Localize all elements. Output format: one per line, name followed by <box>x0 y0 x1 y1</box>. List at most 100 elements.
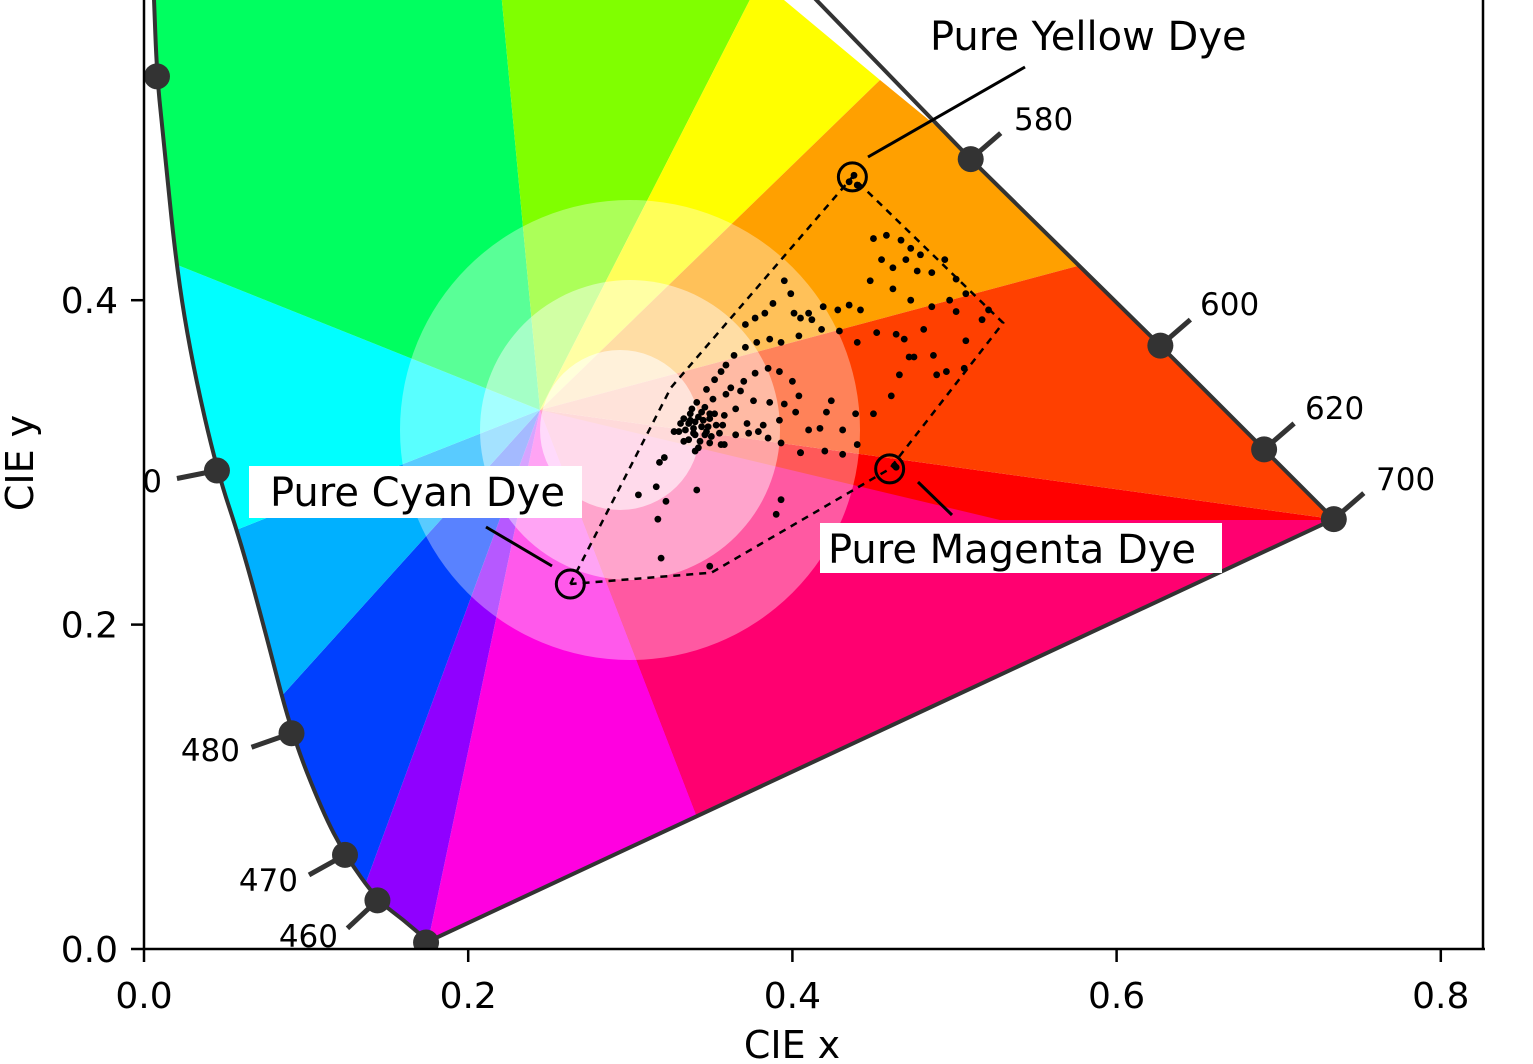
sample-point-147 <box>852 410 860 418</box>
wavelength-marker-9 <box>413 929 440 949</box>
sample-point-6 <box>907 244 915 252</box>
dye-circle-2 <box>874 453 906 485</box>
sample-point-9 <box>902 256 910 264</box>
sample-point-48 <box>962 337 970 345</box>
y-tick-label-2: 0.4 <box>61 281 118 322</box>
sample-point-46 <box>978 316 986 324</box>
sample-point-70 <box>737 387 744 395</box>
fill-cyan-wedge <box>153 250 540 560</box>
y-axis-ticks: 0.0 0.2 0.4 <box>61 281 144 971</box>
sample-point-1 <box>850 171 858 179</box>
sample-point-95 <box>706 439 714 447</box>
sample-point-68 <box>766 398 774 406</box>
cyan-dye-leader-line <box>485 525 553 568</box>
sample-point-146 <box>827 397 835 405</box>
sample-point-74 <box>706 410 714 418</box>
sample-point-59 <box>711 376 718 384</box>
sample-point-25 <box>808 316 816 324</box>
sample-point-39 <box>818 325 825 333</box>
magenta-dye-label-background <box>820 523 1222 573</box>
magenta-dye-leader-line <box>916 480 954 517</box>
cyan-dye-label-background <box>249 466 582 518</box>
cyan-dye-label: Pure Cyan Dye <box>270 470 565 516</box>
sample-point-126 <box>716 429 723 437</box>
sample-point-145 <box>821 447 829 455</box>
sample-point-40 <box>836 327 843 335</box>
sample-point-16 <box>946 296 954 304</box>
sample-point-30 <box>769 300 777 307</box>
sample-point-139 <box>772 510 780 518</box>
sample-point-13 <box>941 256 949 264</box>
sample-point-33 <box>741 321 749 328</box>
wavelength-marker-0 <box>364 887 391 914</box>
sample-point-51 <box>895 371 903 379</box>
sample-point-57 <box>722 361 730 369</box>
sample-point-64 <box>776 368 783 375</box>
sample-point-56 <box>730 351 738 359</box>
x-axis-ticks: 0.0 0.2 0.4 0.6 0.8 <box>115 949 1469 1017</box>
sample-point-43 <box>900 335 908 343</box>
dye-markers <box>554 161 906 600</box>
wavelength-label-470: 470 <box>239 863 298 899</box>
wavelength-label-700: 700 <box>1376 462 1435 498</box>
sample-point-7 <box>878 256 885 264</box>
x-tick-label-2: 0.4 <box>764 976 821 1017</box>
sample-point-41 <box>853 338 861 346</box>
sample-point-76 <box>732 405 740 413</box>
sample-point-8 <box>889 264 897 272</box>
sample-point-84 <box>839 426 847 434</box>
fill-green-wedge <box>153 0 540 410</box>
sample-point-32 <box>751 314 759 322</box>
magenta-dye-label: Pure Magenta Dye <box>828 527 1196 573</box>
sample-point-113 <box>680 415 688 423</box>
sample-point-28 <box>787 290 795 298</box>
sample-point-58 <box>717 368 725 375</box>
sample-point-50 <box>905 353 913 361</box>
sample-point-36 <box>766 335 774 343</box>
sample-point-129 <box>699 416 707 424</box>
x-tick-label-1: 0.2 <box>440 976 497 1017</box>
sample-point-144 <box>816 424 824 432</box>
sample-point-61 <box>740 377 748 385</box>
sample-point-79 <box>764 434 772 442</box>
sample-point-85 <box>870 410 877 418</box>
sample-point-10 <box>917 251 924 259</box>
sample-point-38 <box>795 332 803 340</box>
dye-circle-0 <box>836 161 868 193</box>
wavelength-label-580: 580 <box>1014 102 1073 138</box>
wavelength-label-600: 600 <box>1200 287 1259 323</box>
sample-point-103 <box>654 515 662 523</box>
sample-point-124 <box>675 428 683 435</box>
sample-point-104 <box>635 491 642 499</box>
sample-point-14 <box>952 275 960 283</box>
dye-circle-1 <box>554 568 586 600</box>
sample-point-98 <box>670 428 678 435</box>
sample-point-75 <box>720 411 728 419</box>
y-axis-label: CIE y <box>0 415 42 511</box>
sample-point-11 <box>913 267 921 275</box>
sample-point-102 <box>662 497 670 505</box>
sample-point-2 <box>853 181 861 189</box>
sample-point-128 <box>690 424 697 432</box>
sample-point-17 <box>928 303 936 311</box>
sample-point-143 <box>797 449 804 457</box>
sample-point-45 <box>952 308 960 315</box>
sample-point-63 <box>764 364 772 372</box>
yellow-dye-leader-line <box>867 65 1026 159</box>
sample-point-131 <box>682 426 689 434</box>
sample-point-31 <box>761 309 769 317</box>
sample-point-142 <box>892 463 900 471</box>
sample-point-138 <box>777 496 785 504</box>
sample-point-114 <box>677 420 684 427</box>
fill-lime-wedge <box>500 0 760 410</box>
x-axis-label: CIE x <box>744 1023 840 1060</box>
sample-point-123 <box>685 436 693 444</box>
wavelength-marker-1 <box>332 841 359 868</box>
sample-point-83 <box>823 408 830 416</box>
sample-point-137 <box>701 431 709 439</box>
sample-point-91 <box>759 421 767 429</box>
sample-point-20 <box>866 277 874 285</box>
sample-point-15 <box>962 290 970 298</box>
wavelength-label-0: 0 <box>142 464 162 500</box>
